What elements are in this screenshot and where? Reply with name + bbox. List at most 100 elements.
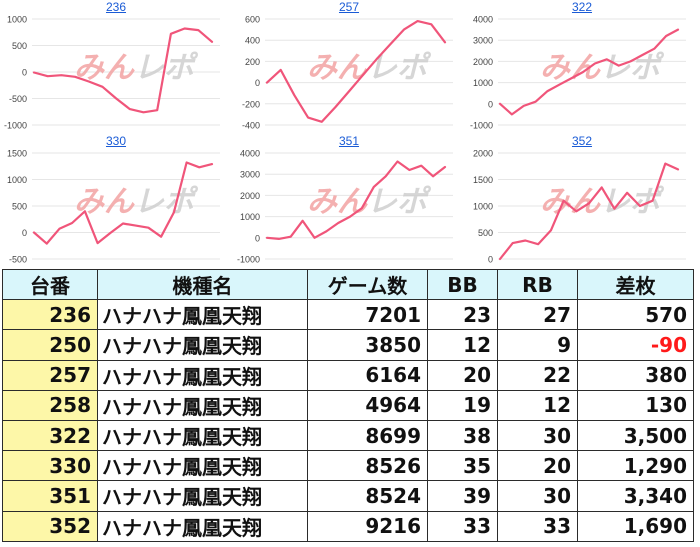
line-chart-257: 257 -400 -200 0 200 400 600 みんレポ — [233, 0, 465, 134]
cell-bb: 20 — [427, 359, 498, 391]
y-tick-label: 400 — [245, 36, 260, 46]
series-line — [498, 28, 680, 116]
line-chart-322: 322 -1000 0 1000 2000 3000 4000 みんレポ — [466, 0, 698, 134]
table-row: 250 ハナハナ鳳凰天翔 3850 12 9 -90 — [2, 329, 694, 361]
y-tick-label: -1000 — [237, 255, 260, 265]
y-tick-label: 3000 — [240, 170, 260, 180]
y-tick-label: -1000 — [4, 121, 27, 131]
table-row: 330 ハナハナ鳳凰天翔 8526 35 20 1,290 — [2, 450, 694, 482]
y-tick-label: 3000 — [473, 36, 493, 46]
data-table: 台番 機種名 ゲーム数 BB RB 差枚 236 ハナハナ鳳凰天翔 7201 23 27… — [2, 268, 694, 542]
line-chart-330: 330 -500 0 500 1000 1500 みんレポ — [0, 134, 232, 268]
y-tick-label: 0 — [22, 228, 27, 238]
chart-title-link[interactable]: 236 — [105, 0, 127, 14]
chart-plot: 0 500 1000 1500 2000 みんレポ — [473, 149, 686, 265]
cell-machine-name: ハナハナ鳳凰天翔 — [97, 359, 308, 391]
y-tick-label: 0 — [488, 99, 493, 109]
cell-rb: 20 — [497, 450, 578, 482]
y-tick-label: -200 — [242, 99, 260, 109]
header-diff: 差枚 — [577, 268, 694, 301]
series-line — [32, 161, 214, 245]
y-tick-label: -500 — [9, 94, 27, 104]
cell-rb: 9 — [497, 329, 578, 361]
series-line — [498, 162, 680, 261]
cell-games: 9216 — [307, 510, 428, 542]
table-row: 351 ハナハナ鳳凰天翔 8524 39 30 3,340 — [2, 480, 694, 512]
y-tick-label: 1000 — [240, 212, 260, 222]
cell-number: 330 — [2, 450, 98, 482]
cell-bb: 35 — [427, 450, 498, 482]
chart-title-link[interactable]: 257 — [338, 0, 360, 14]
cell-number: 351 — [2, 480, 98, 512]
cell-machine-name: ハナハナ鳳凰天翔 — [97, 450, 308, 482]
cell-diff: 380 — [577, 359, 694, 391]
cell-diff: 3,340 — [577, 480, 694, 512]
y-tick-label: 2000 — [473, 57, 493, 67]
watermark-logo: みんレポ — [74, 184, 199, 219]
y-tick-label: -1000 — [470, 121, 493, 131]
cell-games: 8526 — [307, 450, 428, 482]
chart-plot: -1000 0 1000 2000 3000 4000 みんレポ — [470, 15, 686, 131]
cell-machine-name: ハナハナ鳳凰天翔 — [97, 329, 308, 361]
chart-plot: -1000 0 1000 2000 3000 4000 みんレポ — [237, 149, 453, 265]
cell-machine-name: ハナハナ鳳凰天翔 — [97, 480, 308, 512]
cell-number: 257 — [2, 359, 98, 391]
cell-bb: 23 — [427, 299, 498, 331]
cell-rb: 30 — [497, 419, 578, 452]
table-row: 236 ハナハナ鳳凰天翔 7201 23 27 570 — [2, 299, 694, 331]
y-tick-label: 0 — [488, 255, 493, 265]
table-row: 257 ハナハナ鳳凰天翔 6164 20 22 380 — [2, 359, 694, 391]
cell-rb: 30 — [497, 480, 578, 512]
chart-grid: 236 -1000 -500 0 500 1000 みんレポ 257 -400 -200 0 200 4… — [0, 0, 700, 268]
cell-bb: 38 — [427, 419, 498, 452]
cell-bb: 39 — [427, 480, 498, 512]
cell-rb: 22 — [497, 359, 578, 391]
cell-rb: 33 — [497, 510, 578, 542]
series-line — [265, 20, 447, 123]
y-tick-label: 2000 — [473, 149, 493, 159]
series-line — [32, 27, 214, 114]
table-row: 322 ハナハナ鳳凰天翔 8699 38 30 3,500 — [2, 419, 694, 452]
cell-diff: -90 — [577, 329, 694, 361]
cell-number: 236 — [2, 299, 98, 331]
cell-machine-name: ハナハナ鳳凰天翔 — [97, 299, 308, 331]
watermark-logo: みんレポ — [307, 184, 432, 219]
cell-bb: 33 — [427, 510, 498, 542]
cell-machine-name: ハナハナ鳳凰天翔 — [97, 419, 308, 452]
cell-games: 8699 — [307, 419, 428, 452]
cell-games: 8524 — [307, 480, 428, 512]
cell-games: 3850 — [307, 329, 428, 361]
chart-title-link[interactable]: 352 — [571, 134, 593, 148]
cell-machine-name: ハナハナ鳳凰天翔 — [97, 510, 308, 542]
series-line — [265, 160, 447, 241]
y-tick-label: -500 — [9, 255, 27, 265]
y-tick-label: 500 — [12, 41, 27, 51]
chart-title-link[interactable]: 330 — [105, 134, 127, 148]
cell-number: 322 — [2, 419, 98, 452]
data-table-wrap: 台番 機種名 ゲーム数 BB RB 差枚 236 ハナハナ鳳凰天翔 7201 23 27… — [2, 268, 694, 542]
cell-diff: 1,690 — [577, 510, 694, 542]
header-number: 台番 — [2, 268, 98, 301]
chart-title-link[interactable]: 351 — [338, 134, 360, 148]
y-tick-label: 1500 — [473, 175, 493, 185]
chart-title-link[interactable]: 322 — [571, 0, 593, 14]
y-tick-label: 1000 — [7, 175, 27, 185]
chart-plot: -500 0 500 1000 1500 みんレポ — [7, 149, 220, 265]
cell-diff: 570 — [577, 299, 694, 331]
table-header-row: 台番 機種名 ゲーム数 BB RB 差枚 — [2, 268, 694, 301]
cell-bb: 12 — [427, 329, 498, 361]
y-tick-label: -400 — [242, 121, 260, 131]
y-tick-label: 0 — [255, 233, 260, 243]
cell-number: 250 — [2, 329, 98, 361]
header-bb: BB — [427, 268, 498, 301]
cell-diff: 3,500 — [577, 419, 694, 452]
y-tick-label: 1000 — [473, 202, 493, 212]
y-tick-label: 1000 — [473, 78, 493, 88]
chart-plot: -1000 -500 0 500 1000 みんレポ — [4, 15, 220, 131]
y-tick-label: 4000 — [473, 15, 493, 25]
cell-diff: 1,290 — [577, 450, 694, 482]
header-games: ゲーム数 — [307, 268, 428, 301]
watermark-logo: みんレポ — [74, 50, 199, 85]
line-chart-351: 351 -1000 0 1000 2000 3000 4000 みんレポ — [233, 134, 465, 268]
